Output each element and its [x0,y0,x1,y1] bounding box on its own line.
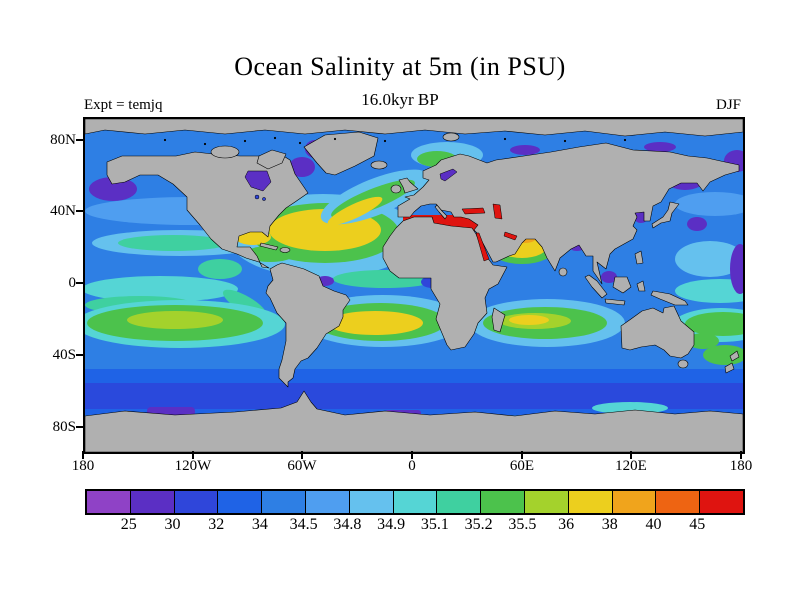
colorbar-segment [174,491,219,513]
colorbar-label: 35.2 [464,516,493,533]
lat-tick-label: 40N [50,203,76,219]
greenland [303,131,379,176]
africa [382,216,508,351]
lat-tick-label: 40S [52,347,76,363]
lat-tick [76,139,84,141]
colorbar-segment [481,491,525,513]
australia [620,305,695,359]
marginal-seas [244,168,518,262]
arctic-speckles [163,136,627,146]
lon-tick-label: 120E [615,458,647,474]
lon-tick-label: 60E [509,458,535,474]
caspian-sea [492,203,503,220]
colorbar-segment [305,491,350,513]
lon-tick-label: 180 [71,458,95,474]
subtitle-time: 16.0kyr BP [361,90,439,109]
sri-lanka [558,267,568,277]
red-sea [475,232,490,262]
colorbar-label: 35.1 [420,516,449,533]
lat-tick [76,354,84,356]
lon-tick-label: 120W [174,458,212,474]
japan [651,201,680,229]
colorbar-segment [130,491,175,513]
sumatra [584,274,608,299]
colorbar-label: 34.9 [377,516,406,533]
new-zealand-south [724,362,735,374]
colorbar-label: 34.5 [289,516,318,533]
lat-tick-label: 80N [50,132,76,148]
lon-tick [82,451,84,459]
tasmania [677,359,689,369]
colorbar-label: 36 [558,516,575,533]
hudson-bay [244,170,272,192]
colorbar-segment [437,491,482,513]
iceland [370,160,388,170]
lat-tick [76,210,84,212]
borneo [612,276,632,294]
lon-tick [192,451,194,459]
baffin-island [256,149,287,170]
new-zealand-north [729,350,740,362]
lat-tick-label: 80S [52,419,76,435]
arctic-ice-band [85,119,743,137]
cuba [259,242,279,251]
lon-tick-label: 180 [729,458,753,474]
svalbard [442,132,460,142]
colorbar-segment [87,491,131,513]
season-label: DJF [715,97,741,113]
great-lakes-2 [262,197,266,201]
lon-tick [301,451,303,459]
colorbar-segment [393,491,438,513]
lat-tick [76,426,84,428]
persian-gulf [503,231,518,241]
colorbar-label: 40 [645,516,662,533]
colorbar-segment [262,491,306,513]
colorbar-label: 25 [120,516,137,533]
victoria-island [210,145,240,159]
lon-tick-label: 60W [287,458,317,474]
philippines [634,250,644,265]
lon-tick [740,451,742,459]
experiment-label: Expt = temjq [84,97,163,113]
colorbar-segment [612,491,657,513]
colorbar-segment [218,491,263,513]
ireland [390,184,402,194]
lat-tick-label: 0 [68,275,77,291]
colorbar-label: 38 [601,516,618,533]
lon-tick [521,451,523,459]
south-america [265,262,351,388]
lon-tick-label: 0 [408,458,416,474]
black-sea [461,207,486,215]
colorbar-label: 45 [689,516,706,533]
sulawesi [636,280,646,292]
lon-tick [411,451,413,459]
java [604,298,626,306]
colorbar-segment [349,491,394,513]
colorbar-label: 34.8 [333,516,362,533]
colorbar [85,489,745,515]
colorbar-label: 30 [164,516,181,533]
hispaniola [279,247,291,253]
world-map [85,119,743,452]
map-plot-area [83,117,745,454]
antarctica [85,390,743,452]
colorbar-segment [568,491,613,513]
lat-tick [76,282,84,284]
madagascar [491,307,506,333]
colorbar-segment [524,491,569,513]
great-lakes [254,194,260,200]
colorbar-label: 32 [208,516,225,533]
continents [85,119,743,452]
italy [434,204,448,220]
british-isles [398,177,419,194]
new-guinea [650,290,689,306]
baltic-sea [439,168,458,182]
colorbar-segment [656,491,701,513]
colorbar-label: 34 [251,516,268,533]
page-title: Ocean Salinity at 5m (in PSU) [234,52,566,81]
lon-tick [630,451,632,459]
colorbar-segment [700,491,743,513]
colorbar-label: 35.5 [508,516,537,533]
